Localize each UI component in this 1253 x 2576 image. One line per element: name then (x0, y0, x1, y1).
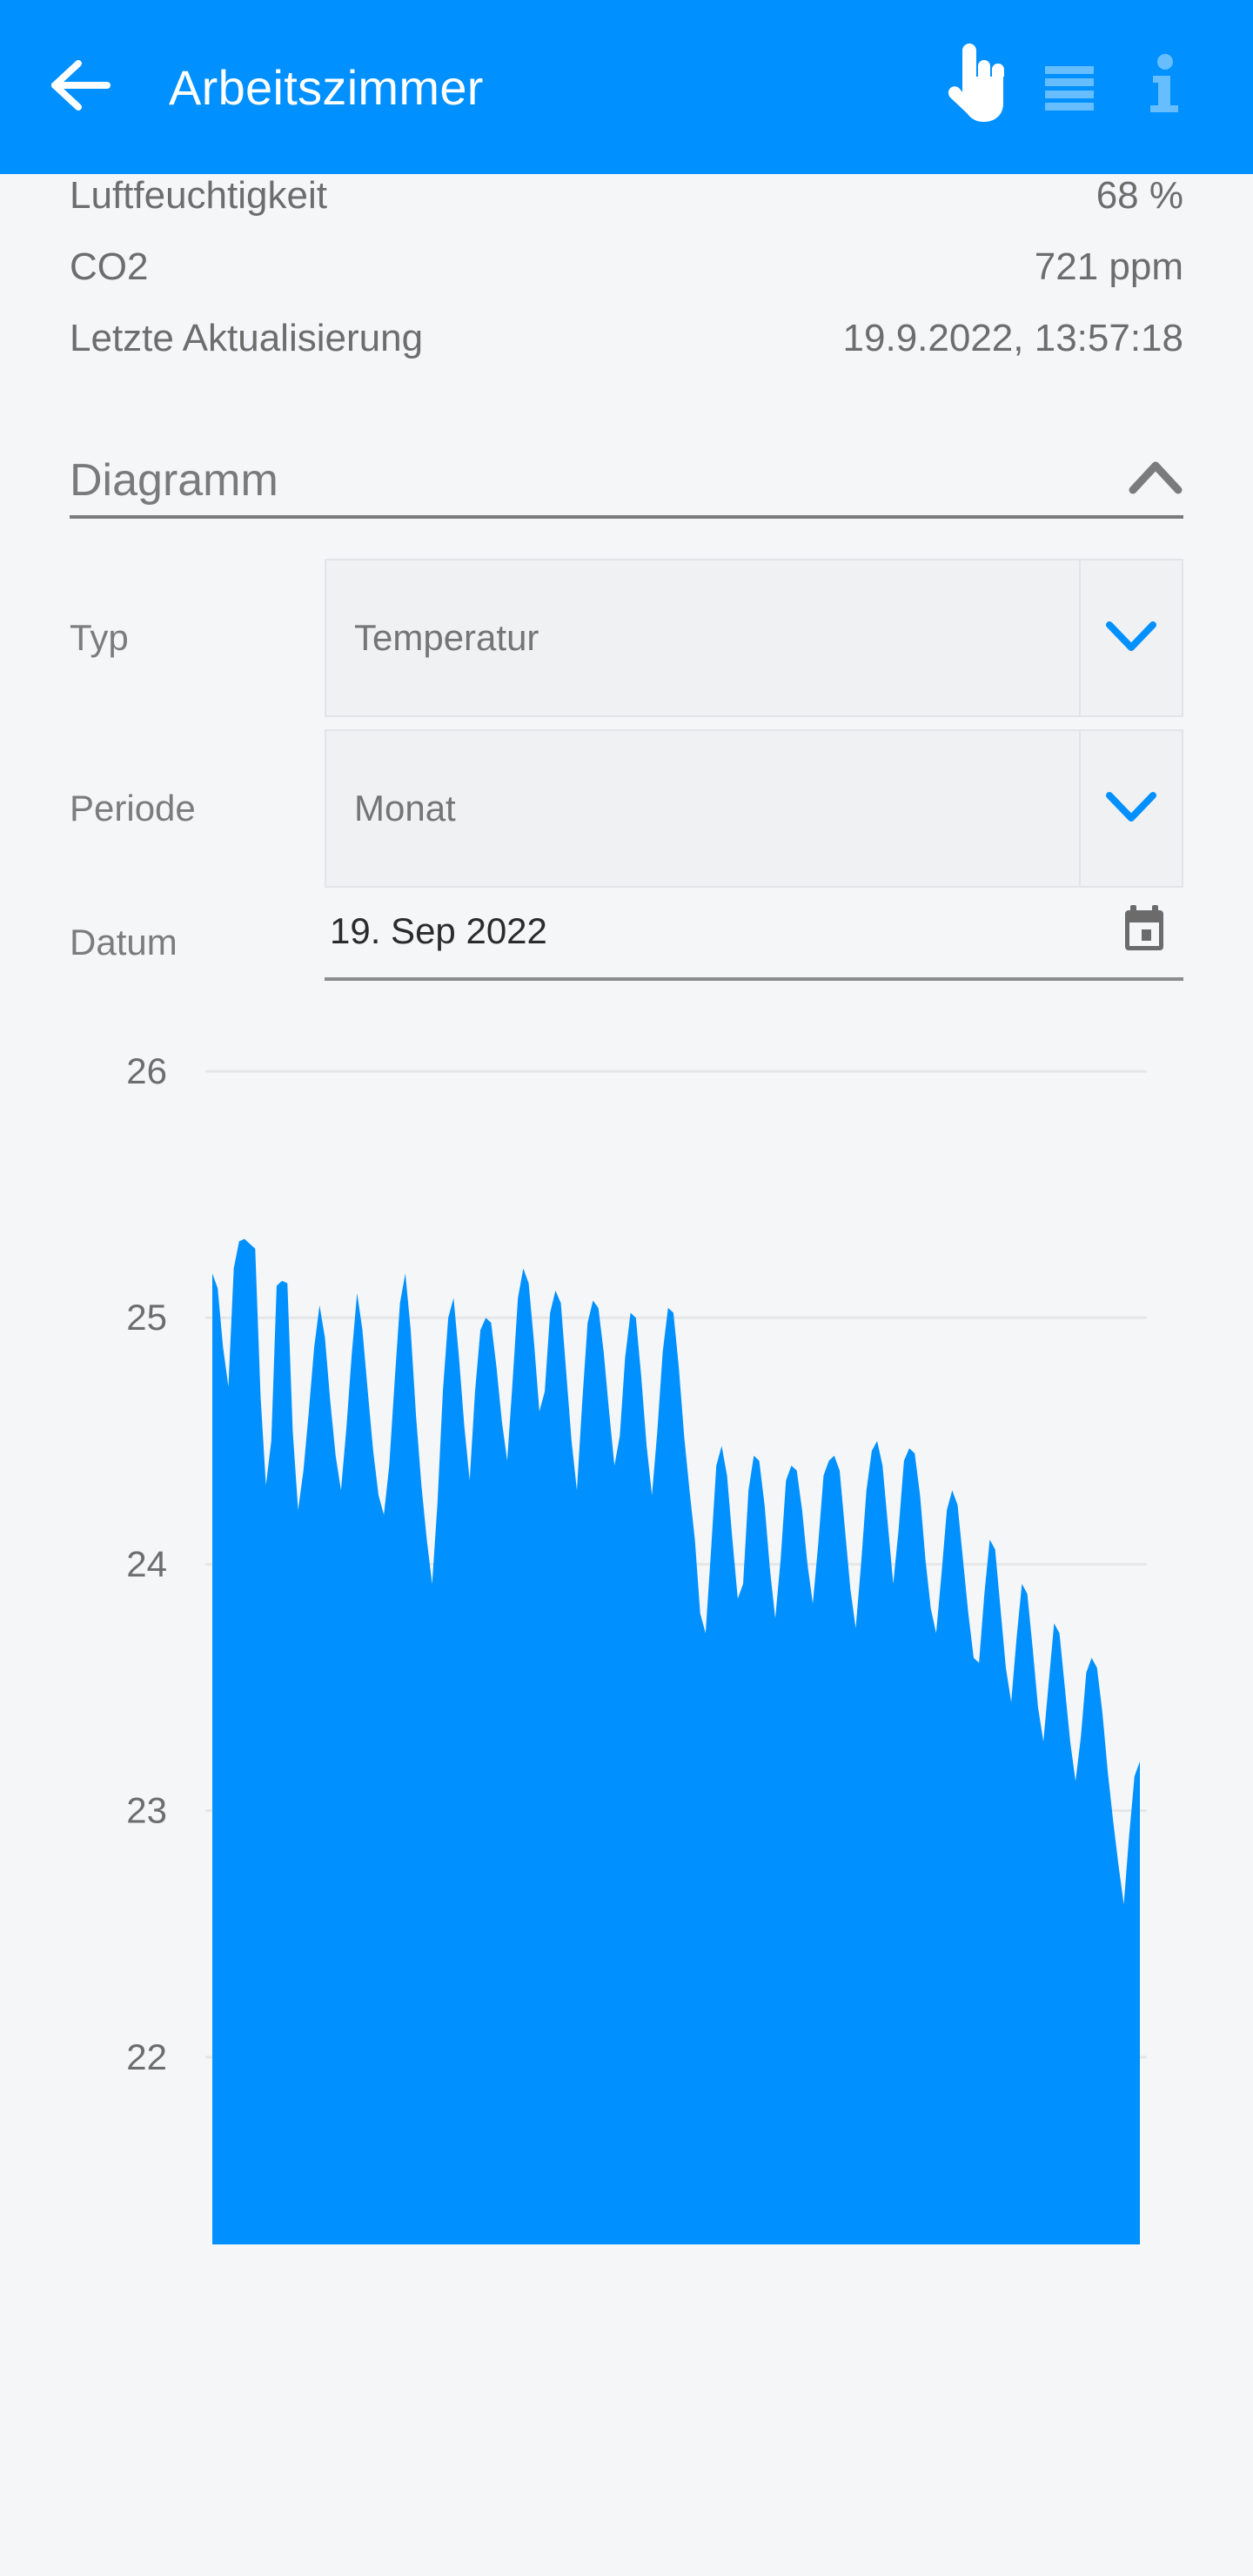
svg-text:22: 22 (126, 2036, 167, 2077)
datum-input[interactable]: 19. Sep 2022 (325, 903, 1183, 981)
temperature-chart[interactable]: 2122232425265. Sep12. Sep19. Sep (0, 1035, 1253, 2244)
field-row-periode: Periode Monat (70, 729, 1183, 888)
reading-label: Luftfeuchtigkeit (70, 174, 327, 217)
svg-text:26: 26 (126, 1050, 167, 1091)
info-button[interactable] (1117, 39, 1213, 135)
periode-select[interactable]: Monat (325, 729, 1183, 888)
pointing-hand-button[interactable] (926, 39, 1022, 135)
chart-controls: Typ Temperatur Periode Monat (70, 559, 1183, 981)
reading-row-co2: CO2 721 ppm (70, 231, 1183, 303)
svg-text:24: 24 (126, 1543, 167, 1584)
field-row-typ: Typ Temperatur (70, 559, 1183, 717)
list-menu-button[interactable] (1022, 39, 1117, 135)
chevron-down-icon (1104, 618, 1158, 659)
reading-value: 68 % (1096, 174, 1183, 217)
collapse-section-button[interactable] (1128, 459, 1183, 506)
arrow-left-icon (50, 59, 114, 116)
typ-label: Typ (70, 617, 129, 658)
datum-value: 19. Sep 2022 (330, 909, 547, 951)
periode-dropdown-arrow[interactable] (1079, 731, 1182, 886)
reading-value: 19.9.2022, 13:57:18 (842, 317, 1183, 359)
diagram-section-header[interactable]: Diagramm (70, 454, 1183, 519)
section-title: Diagramm (70, 455, 278, 506)
reading-label: CO2 (70, 245, 149, 288)
typ-selected-value: Temperatur (354, 617, 539, 658)
page-title: Arbeitszimmer (169, 59, 484, 115)
app-bar: Arbeitszimmer (0, 0, 1253, 174)
list-menu-icon (1042, 57, 1097, 117)
back-button[interactable] (40, 45, 124, 129)
pointing-hand-cursor-icon (943, 43, 1004, 131)
periode-selected-value: Monat (354, 788, 456, 828)
reading-label: Letzte Aktualisierung (70, 317, 424, 359)
typ-dropdown-arrow[interactable] (1079, 560, 1182, 715)
chevron-down-icon (1104, 788, 1158, 829)
reading-row-last-update: Letzte Aktualisierung 19.9.2022, 13:57:1… (70, 303, 1183, 374)
reading-value: 721 ppm (1034, 245, 1183, 288)
calendar-icon[interactable] (1121, 903, 1168, 958)
svg-text:23: 23 (126, 1790, 167, 1831)
svg-text:25: 25 (126, 1297, 167, 1338)
datum-label: Datum (70, 921, 178, 963)
chevron-up-icon (1128, 461, 1183, 499)
periode-label: Periode (70, 788, 196, 828)
info-icon (1146, 53, 1184, 121)
field-row-datum: Datum 19. Sep 2022 (70, 903, 1183, 981)
typ-select[interactable]: Temperatur (325, 559, 1183, 717)
reading-row-humidity: Luftfeuchtigkeit 68 % (70, 160, 1183, 231)
app-bar-actions (926, 39, 1213, 135)
readings-list: Luftfeuchtigkeit 68 % CO2 721 ppm Letzte… (0, 160, 1253, 374)
